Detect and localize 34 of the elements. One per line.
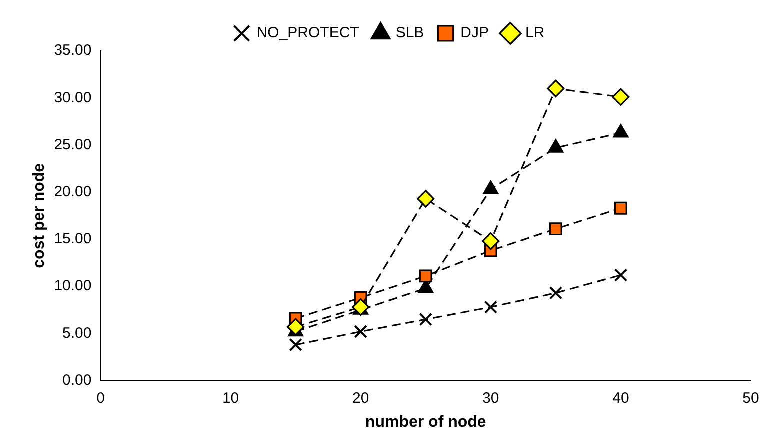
- legend-label: SLB: [396, 24, 424, 42]
- point: [484, 300, 498, 314]
- point: [419, 312, 433, 326]
- point: [289, 338, 302, 352]
- point: [419, 270, 432, 283]
- y-tick-label: 10.00: [54, 278, 92, 295]
- legend-label: NO_PROTECT: [256, 24, 360, 42]
- legend-label: LR: [526, 24, 545, 42]
- point: [547, 80, 565, 98]
- x-tick-label: 50: [742, 390, 760, 407]
- x-tick-label: 10: [222, 390, 240, 407]
- x-tick-label: 0: [96, 390, 105, 407]
- y-tick-label: 30.00: [54, 89, 92, 106]
- y-axis-title: cost per node: [31, 163, 48, 268]
- point: [417, 190, 435, 208]
- point: [549, 286, 563, 300]
- point: [614, 202, 628, 215]
- point: [354, 325, 368, 338]
- point: [482, 232, 500, 250]
- y-tick-label: 5.00: [62, 324, 92, 342]
- y-tick-label: 0.00: [62, 372, 92, 389]
- y-tick-label: 25.00: [54, 136, 92, 154]
- x-tick-label: 30: [482, 390, 500, 407]
- x-tick-label: 20: [352, 390, 370, 407]
- point: [549, 222, 562, 236]
- point: [612, 88, 630, 106]
- legend-label: DJP: [460, 24, 490, 42]
- x-tick-label: 40: [612, 390, 630, 407]
- y-tick-label: 35.00: [54, 42, 92, 60]
- point: [614, 268, 628, 282]
- y-tick-label: 15.00: [54, 230, 92, 248]
- y-tick-label: 20.00: [54, 183, 92, 200]
- x-axis-title: number of node: [365, 414, 486, 431]
- point: [287, 318, 305, 336]
